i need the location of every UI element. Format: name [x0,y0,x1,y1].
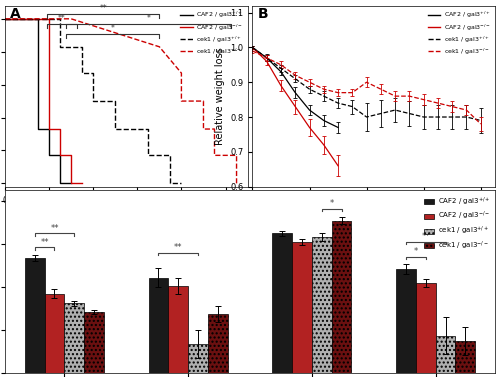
Y-axis label: Relative weight loss: Relative weight loss [214,47,224,145]
cek1 / gal3$^{+/+}$ [146,127,152,131]
CAF2 / gal3$^{-/-}$ [46,127,52,131]
Text: B: B [258,8,268,21]
cek1 / gal3$^{-/-}$ [68,17,74,21]
CAF2 / gal3$^{-/-}$ [2,17,8,21]
CAF2 / gal3$^{+/+}$ [57,153,63,158]
CAF2 / gal3$^{-/-}$ [57,153,63,158]
Text: *: * [330,199,334,208]
cek1 / gal3$^{+/+}$ [146,153,152,158]
cek1 / gal3$^{-/-}$ [178,99,184,103]
CAF2 / gal3$^{-/-}$ [79,181,85,185]
Bar [272,233,292,373]
cek1 / gal3$^{+/+}$ [57,17,63,21]
CAF2 / gal3$^{+/+}$ [35,17,41,21]
cek1 / gal3$^{+/+}$ [90,99,96,103]
Legend: CAF2 / gal3$^{+/+}$, CAF2 / gal3$^{-/-}$, cek1 / gal3$^{+/+}$, cek1 / gal3$^{-/-: CAF2 / gal3$^{+/+}$, CAF2 / gal3$^{-/-}$… [422,194,492,253]
cek1 / gal3$^{-/-}$ [234,153,239,158]
Bar [292,242,312,373]
X-axis label: Days: Days [114,210,138,220]
Text: *: * [414,247,418,256]
cek1 / gal3$^{+/+}$ [57,44,63,49]
Bar [208,314,228,373]
Bar [64,303,84,373]
Bar [312,237,332,373]
Bar [456,341,475,373]
CAF2 / gal3$^{+/+}$ [46,127,52,131]
cek1 / gal3$^{+/+}$ [168,153,173,158]
cek1 / gal3$^{+/+}$ [2,17,8,21]
cek1 / gal3$^{+/+}$ [112,99,118,103]
cek1 / gal3$^{+/+}$ [79,44,85,49]
CAF2 / gal3$^{-/-}$ [68,153,74,158]
Bar [168,286,188,373]
cek1 / gal3$^{+/+}$ [79,71,85,75]
CAF2 / gal3$^{+/+}$ [35,127,41,131]
cek1 / gal3$^{+/+}$ [112,127,118,131]
Bar [25,258,44,373]
cek1 / gal3$^{+/+}$ [178,181,184,185]
Bar [44,294,64,373]
Bar [436,336,456,373]
Line: cek1 / gal3$^{+/+}$: cek1 / gal3$^{+/+}$ [5,19,182,183]
Text: **: ** [174,243,182,252]
cek1 / gal3$^{-/-}$ [178,71,184,75]
Bar [416,283,436,373]
Text: **: ** [58,14,66,23]
CAF2 / gal3$^{+/+}$ [57,181,63,185]
Text: **: ** [50,224,58,233]
Text: *: * [110,24,114,33]
cek1 / gal3$^{-/-}$ [234,181,239,185]
CAF2 / gal3$^{-/-}$ [68,181,74,185]
CAF2 / gal3$^{+/+}$ [68,181,74,185]
cek1 / gal3$^{+/+}$ [178,181,184,185]
cek1 / gal3$^{+/+}$ [90,71,96,75]
Legend: CAF2 / gal3$^{+/+}$, CAF2 / gal3$^{-/-}$, cek1 / gal3$^{+/+}$, cek1 / gal3$^{-/-: CAF2 / gal3$^{+/+}$, CAF2 / gal3$^{-/-}$… [179,9,244,58]
CAF2 / gal3$^{+/+}$ [2,17,8,21]
CAF2 / gal3$^{-/-}$ [57,127,63,131]
CAF2 / gal3$^{+/+}$ [68,181,74,185]
Bar [148,277,169,373]
Line: CAF2 / gal3$^{-/-}$: CAF2 / gal3$^{-/-}$ [5,19,82,183]
cek1 / gal3$^{-/-}$ [212,153,218,158]
Text: **: ** [422,232,430,241]
CAF2 / gal3$^{-/-}$ [46,17,52,21]
cek1 / gal3$^{-/-}$ [68,17,74,21]
CAF2 / gal3$^{-/-}$ [79,181,85,185]
cek1 / gal3$^{+/+}$ [168,181,173,185]
cek1 / gal3$^{-/-}$ [200,127,206,131]
Bar [332,221,351,373]
cek1 / gal3$^{-/-}$ [156,44,162,49]
Bar [84,312,104,373]
Line: CAF2 / gal3$^{+/+}$: CAF2 / gal3$^{+/+}$ [5,19,71,183]
Text: **: ** [40,238,49,247]
Text: A: A [10,8,20,21]
Line: cek1 / gal3$^{-/-}$: cek1 / gal3$^{-/-}$ [5,19,236,183]
CAF2 / gal3$^{+/+}$ [46,153,52,158]
Text: **: ** [100,4,107,13]
Legend: CAF2 / gal3$^{+/+}$, CAF2 / gal3$^{-/-}$, cek1 / gal3$^{+/+}$, cek1 / gal3$^{-/-: CAF2 / gal3$^{+/+}$, CAF2 / gal3$^{-/-}$… [426,9,492,58]
X-axis label: Days: Days [362,210,386,220]
cek1 / gal3$^{-/-}$ [2,17,8,21]
cek1 / gal3$^{-/-}$ [212,127,218,131]
Bar [188,344,208,373]
Text: *: * [146,14,150,23]
cek1 / gal3$^{-/-}$ [200,99,206,103]
cek1 / gal3$^{-/-}$ [156,44,162,49]
Bar [396,269,416,373]
